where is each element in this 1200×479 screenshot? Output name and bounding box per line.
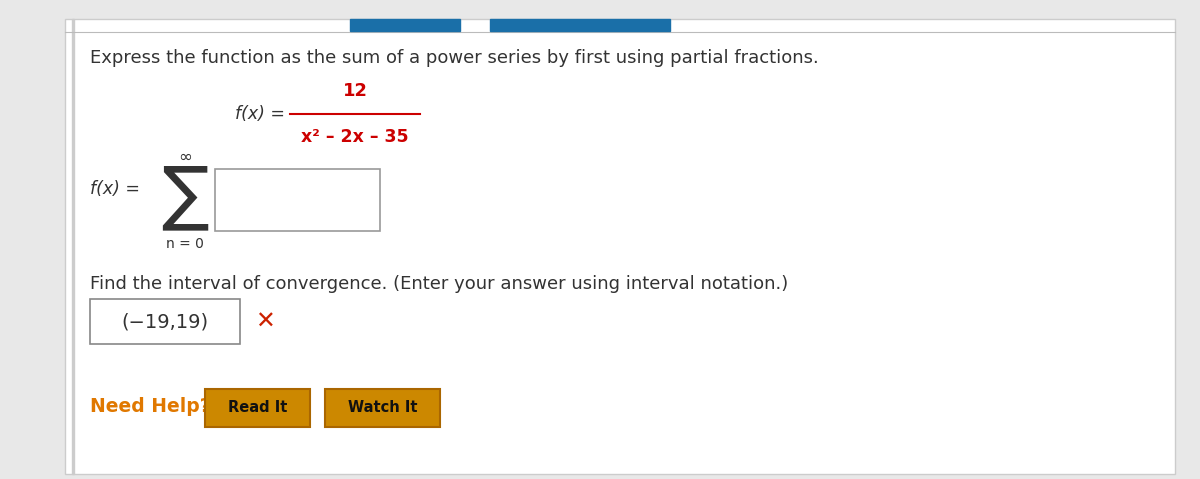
FancyBboxPatch shape — [325, 389, 440, 427]
FancyBboxPatch shape — [90, 299, 240, 344]
Text: ✕: ✕ — [254, 309, 275, 333]
FancyBboxPatch shape — [205, 389, 310, 427]
Text: Express the function as the sum of a power series by first using partial fractio: Express the function as the sum of a pow… — [90, 49, 818, 67]
Text: f(x) =: f(x) = — [235, 105, 284, 123]
Text: Read It: Read It — [228, 400, 287, 415]
Text: $\sum$: $\sum$ — [161, 165, 209, 233]
FancyBboxPatch shape — [65, 19, 1175, 474]
Bar — [350, 19, 460, 31]
Bar — [490, 19, 670, 31]
FancyBboxPatch shape — [215, 169, 380, 231]
Text: f(x) =: f(x) = — [90, 180, 140, 198]
Text: (−19,19): (−19,19) — [121, 312, 209, 331]
Text: 12: 12 — [342, 82, 367, 100]
Bar — [72, 19, 74, 474]
Text: n = 0: n = 0 — [166, 237, 204, 251]
Text: ∞: ∞ — [178, 148, 192, 166]
Text: Find the interval of convergence. (Enter your answer using interval notation.): Find the interval of convergence. (Enter… — [90, 275, 788, 293]
Text: x² – 2x – 35: x² – 2x – 35 — [301, 128, 409, 146]
Text: Watch It: Watch It — [348, 400, 418, 415]
Text: Need Help?: Need Help? — [90, 398, 211, 417]
